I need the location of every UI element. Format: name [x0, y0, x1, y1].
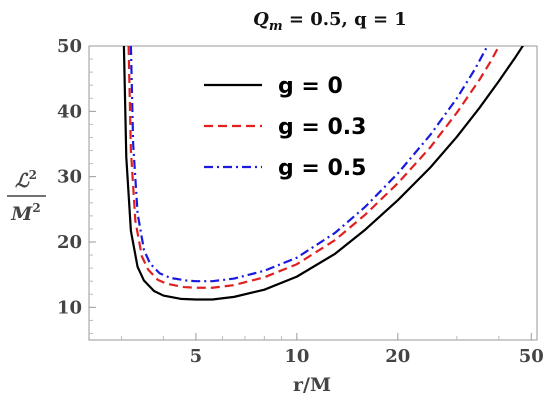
title-subscript: m: [269, 19, 283, 34]
plot-frame: [88, 45, 538, 341]
y-axis-label-numerator: ℒ2: [15, 168, 37, 192]
legend-label-0: g = 0: [278, 74, 343, 99]
series-line-0: [122, 46, 525, 301]
title-symbol: Q: [253, 9, 269, 30]
legend: g = 0 g = 0.3 g = 0.5: [204, 74, 366, 181]
y-label-top-symbol: ℒ: [15, 170, 30, 192]
x-tick-label: 50: [519, 346, 544, 367]
chart-title: Qm = 0.5, q = 1: [253, 9, 407, 34]
y-tick-label: 10: [57, 297, 82, 318]
y-axis-label: ℒ2 M2: [7, 168, 46, 225]
x-axis-label: r/M: [293, 374, 331, 396]
series-line-2: [129, 46, 489, 283]
series-group: [122, 46, 525, 301]
y-axis-ticks: 10 20 30 40 50: [57, 36, 96, 334]
legend-label-2: g = 0.5: [278, 156, 366, 181]
y-label-top-exp: 2: [29, 168, 37, 182]
title-rest: = 0.5, q = 1: [283, 9, 407, 30]
y-label-bottom-symbol: M: [10, 203, 33, 225]
x-tick-label: 10: [284, 346, 309, 367]
y-label-bottom-exp: 2: [32, 201, 40, 215]
y-tick-label: 50: [57, 36, 82, 57]
legend-label-1: g = 0.3: [278, 115, 366, 140]
x-axis-ticks: 5 10 20 50: [121, 333, 544, 367]
x-tick-label: 5: [190, 346, 203, 367]
y-tick-label: 40: [57, 101, 82, 122]
y-tick-label: 20: [57, 232, 82, 253]
y-tick-label: 30: [57, 167, 82, 188]
x-tick-label: 20: [385, 346, 410, 367]
series-line-1: [127, 46, 501, 289]
y-axis-label-denominator: M2: [10, 201, 40, 225]
